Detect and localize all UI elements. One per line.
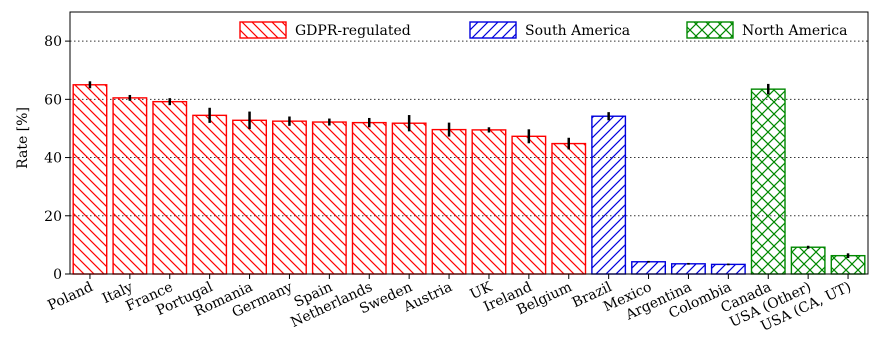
plot-frame — [69, 11, 869, 275]
bar — [551, 142, 587, 275]
bar — [631, 261, 667, 275]
bar — [591, 115, 627, 275]
bar — [351, 121, 387, 275]
bar — [152, 100, 188, 275]
bar — [710, 263, 746, 275]
legend: GDPR-regulated South America North America — [238, 18, 848, 40]
y-tick-label: 20 — [44, 209, 62, 225]
bar — [192, 114, 228, 275]
bar — [670, 263, 706, 275]
bar — [72, 84, 108, 275]
legend-label: North America — [742, 23, 848, 39]
bar — [511, 135, 547, 275]
bar — [830, 254, 866, 275]
x-tick-label: Poland — [45, 279, 95, 314]
bar — [471, 129, 507, 275]
bar — [790, 246, 826, 275]
bar — [271, 120, 307, 275]
legend-label: GDPR-regulated — [295, 23, 411, 39]
bar — [391, 122, 427, 275]
bar — [112, 97, 148, 275]
bar — [431, 128, 467, 275]
legend-swatch — [469, 21, 517, 39]
legend-swatch — [239, 21, 287, 39]
grid-lines — [70, 40, 868, 217]
bar — [311, 121, 347, 275]
y-tick-label: 40 — [44, 151, 62, 167]
y-tick-label: 0 — [53, 267, 62, 283]
legend-swatch — [686, 21, 734, 39]
bar — [750, 88, 786, 275]
y-axis-title: Rate [%] — [15, 107, 31, 169]
y-tick-label: 60 — [44, 92, 62, 108]
y-tick-label: 80 — [44, 34, 62, 50]
bars — [72, 81, 866, 275]
legend-label: South America — [525, 23, 630, 39]
bar — [232, 119, 268, 275]
